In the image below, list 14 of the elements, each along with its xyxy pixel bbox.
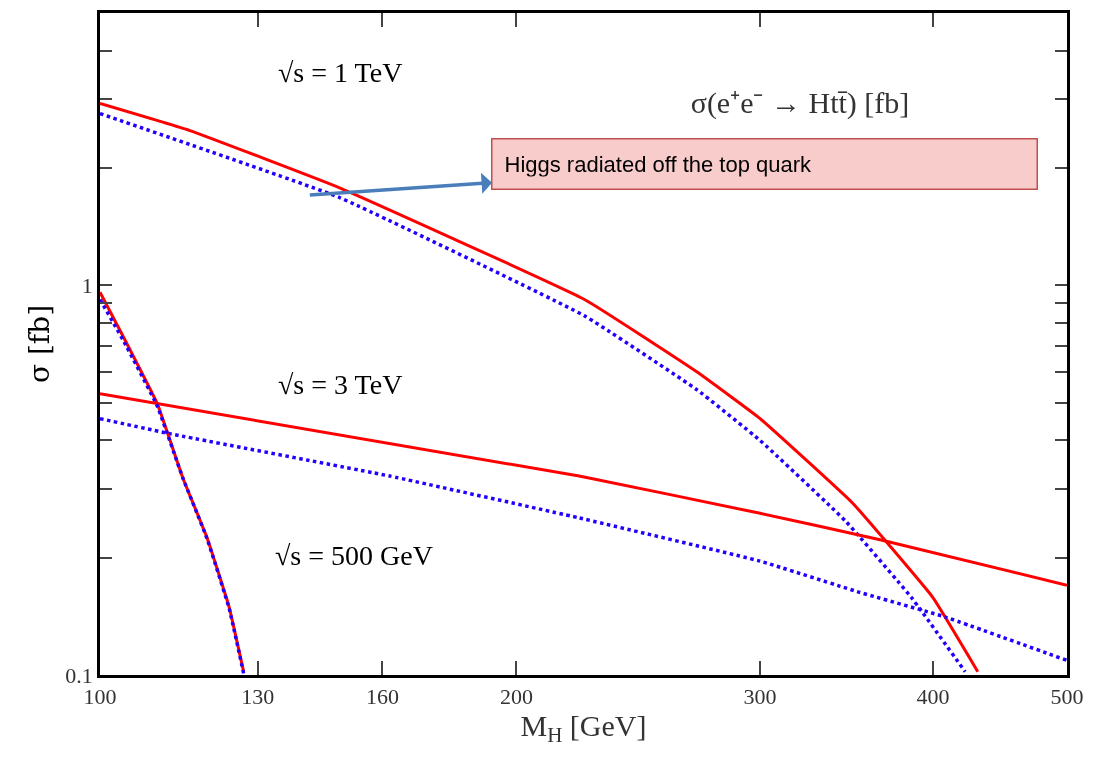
x-axis-title: M$_{H}$ [GeV] <box>520 709 647 748</box>
x-tick-label: 400 <box>916 684 950 710</box>
annotation: √s = 1 TeV <box>278 57 403 88</box>
y-axis-title: σ [fb] <box>23 304 57 384</box>
x-tick-label: 200 <box>499 684 533 710</box>
x-tick-label: 500 <box>1050 684 1084 710</box>
annotation: Higgs radiated off the top quark <box>504 151 813 177</box>
y-tick-label: 1 <box>81 273 93 299</box>
annotation: √s = 500 GeV <box>275 540 433 571</box>
text: σ(e⁺e⁻ → Htt̄) [fb] <box>690 85 910 120</box>
x-tick-label: 160 <box>365 684 399 710</box>
x-tick-label: 130 <box>241 684 275 710</box>
annotation: √s = 3 TeV <box>278 369 403 400</box>
x-tick-label: 300 <box>743 684 777 710</box>
